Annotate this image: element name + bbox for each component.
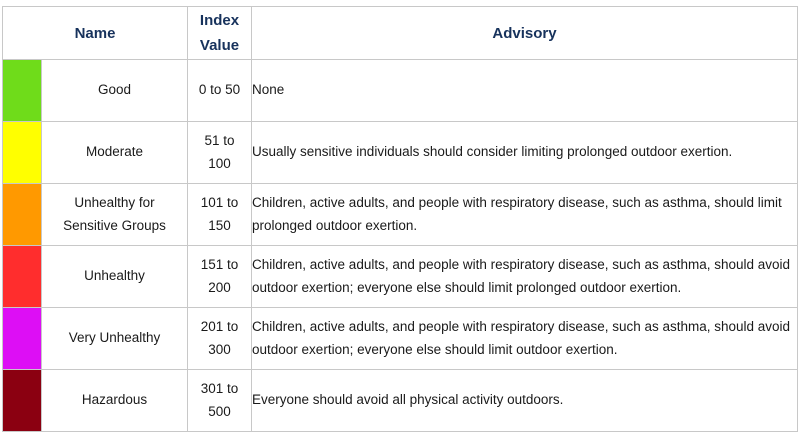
color-swatch xyxy=(2,369,42,432)
table-row: Hazardous 301 to 500 Everyone should avo… xyxy=(2,369,799,432)
table-row: Unhealthy 151 to 200 Children, active ad… xyxy=(2,245,799,308)
level-name: Hazardous xyxy=(40,369,189,432)
name-header: Name xyxy=(1,6,189,60)
table-row: Good 0 to 50 None xyxy=(2,59,799,122)
index-range: 151 to 200 xyxy=(187,245,253,308)
table-row: Moderate 51 to 100 Usually sensitive ind… xyxy=(2,121,799,184)
index-range: 0 to 50 xyxy=(187,59,253,122)
advisory-text: Children, active adults, and people with… xyxy=(251,183,799,246)
level-name: Moderate xyxy=(40,121,189,184)
color-swatch xyxy=(2,121,42,184)
level-name: Good xyxy=(40,59,189,122)
table-row: Unhealthy for Sensitive Groups 101 to 15… xyxy=(2,183,799,246)
level-name: Very Unhealthy xyxy=(40,307,189,370)
advisory-text: Children, active adults, and people with… xyxy=(251,245,799,308)
color-swatch xyxy=(2,183,42,246)
index-range: 51 to 100 xyxy=(187,121,253,184)
advisory-header: Advisory xyxy=(251,6,799,60)
color-swatch xyxy=(2,245,42,308)
advisory-text: Everyone should avoid all physical activ… xyxy=(251,369,799,432)
advisory-text: None xyxy=(251,59,799,122)
level-name: Unhealthy xyxy=(40,245,189,308)
index-range: 101 to 150 xyxy=(187,183,253,246)
level-name: Unhealthy for Sensitive Groups xyxy=(40,183,189,246)
header-row: Name Index Value Advisory xyxy=(1,6,799,60)
color-swatch xyxy=(2,307,42,370)
color-swatch xyxy=(2,59,42,122)
advisory-text: Children, active adults, and people with… xyxy=(251,307,799,370)
table-row: Very Unhealthy 201 to 300 Children, acti… xyxy=(2,307,799,370)
index-range: 301 to 500 xyxy=(187,369,253,432)
advisory-text: Usually sensitive individuals should con… xyxy=(251,121,799,184)
index-value-header: Index Value xyxy=(187,6,253,60)
aqi-table: Name Index Value Advisory Good 0 to 50 N… xyxy=(1,6,799,432)
index-range: 201 to 300 xyxy=(187,307,253,370)
